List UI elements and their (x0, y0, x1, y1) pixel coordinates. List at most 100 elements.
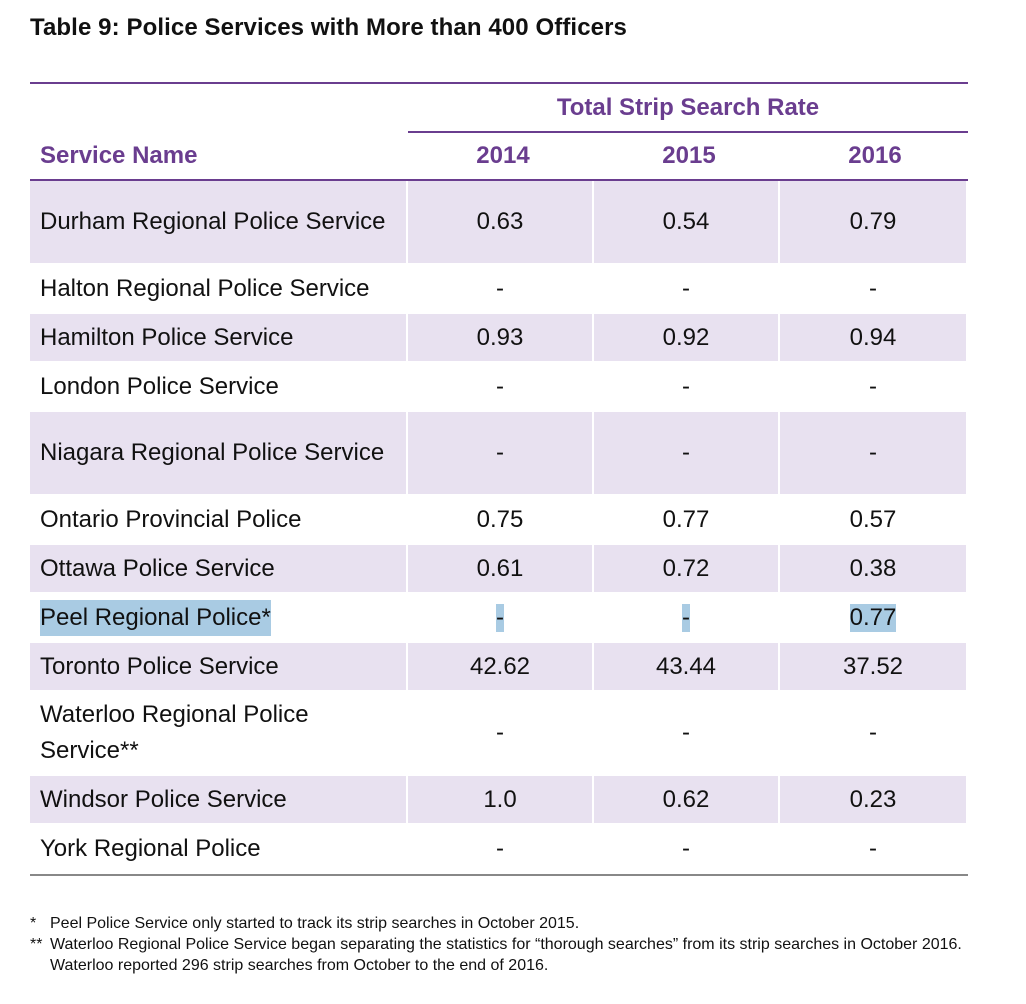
service-name-cell: London Police Service (30, 363, 408, 410)
rate-cell-2016: 0.77 (780, 594, 966, 641)
service-name-cell: Ontario Provincial Police (30, 496, 408, 543)
service-name-cell: Durham Regional Police Service (30, 181, 408, 263)
footnote: ** Waterloo Regional Police Service bega… (30, 934, 980, 976)
footnote: * Peel Police Service only started to tr… (30, 913, 980, 934)
service-name: Waterloo Regional Police Service** (40, 701, 309, 764)
service-name: Windsor Police Service (40, 785, 287, 813)
rate-cell-2016: - (780, 363, 966, 410)
rate-value: - (496, 439, 504, 466)
service-name-cell: Hamilton Police Service (30, 314, 408, 361)
header-year-2015: 2015 (662, 142, 716, 169)
rate-cell-2016: 0.94 (780, 314, 966, 361)
rate-value: 0.63 (476, 208, 524, 235)
rate-cell-2016: 37.52 (780, 643, 966, 690)
rate-value: 43.44 (655, 652, 717, 680)
rate-value: 0.61 (476, 554, 524, 582)
rate-value: - (682, 372, 690, 400)
rate-cell-2015: 0.54 (594, 181, 780, 263)
table-row: Waterloo Regional Police Service** - - - (30, 692, 968, 776)
rate-value: - (682, 834, 690, 862)
table-row: London Police Service - - - (30, 363, 968, 412)
service-name: Halton Regional Police Service (40, 274, 370, 302)
service-name: Peel Regional Police* (40, 599, 271, 636)
service-name: Niagara Regional Police Service (40, 439, 385, 466)
rate-cell-2015: - (594, 363, 780, 410)
table-title: Table 9: Police Services with More than … (30, 14, 627, 41)
rate-value: 0.93 (476, 323, 524, 351)
table-row: Hamilton Police Service 0.93 0.92 0.94 (30, 314, 968, 363)
rate-cell-2016: 0.23 (780, 776, 966, 823)
rate-cell-2015: 0.62 (594, 776, 780, 823)
rate-cell-2014: 0.75 (408, 496, 594, 543)
rate-cell-2015: - (594, 692, 780, 774)
service-name-cell: Halton Regional Police Service (30, 265, 408, 312)
rate-value: 0.92 (662, 323, 710, 351)
rate-cell-2014: - (408, 265, 594, 312)
top-rule (30, 82, 968, 84)
service-name-cell: Ottawa Police Service (30, 545, 408, 592)
service-name-cell: Toronto Police Service (30, 643, 408, 690)
rate-value: 0.38 (849, 554, 897, 582)
rate-cell-2014: - (408, 412, 594, 494)
rate-cell-2016: 0.57 (780, 496, 966, 543)
rate-cell-2016: - (780, 825, 966, 872)
table-row: Halton Regional Police Service - - - (30, 265, 968, 314)
rate-value: - (869, 372, 877, 400)
service-name: Durham Regional Police Service (40, 208, 386, 235)
table-row: Peel Regional Police* - - 0.77 (30, 594, 968, 643)
rate-cell-2015: 43.44 (594, 643, 780, 690)
rate-value: 0.77 (849, 603, 897, 632)
rate-value: - (496, 719, 504, 746)
rate-cell-2014: - (408, 692, 594, 774)
service-name: Hamilton Police Service (40, 323, 294, 351)
header-service-name: Service Name (40, 142, 198, 169)
column-header-row: Service Name 2014 2015 2016 (30, 142, 968, 178)
service-name: Ontario Provincial Police (40, 505, 302, 533)
header-rule (30, 179, 968, 181)
rate-value: 0.54 (662, 208, 710, 235)
rate-cell-2015: 0.92 (594, 314, 780, 361)
rate-value: 0.57 (849, 505, 897, 533)
footnote-mark: ** (30, 936, 43, 953)
rate-value: 0.77 (662, 505, 710, 533)
rate-value: - (869, 719, 877, 746)
rate-cell-2015: 0.72 (594, 545, 780, 592)
rate-value: 37.52 (842, 652, 904, 680)
service-name-cell: Windsor Police Service (30, 776, 408, 823)
rate-value: 0.23 (849, 785, 897, 813)
rate-cell-2015: - (594, 825, 780, 872)
group-rule (408, 131, 968, 133)
footnote-mark: * (30, 915, 37, 932)
rate-cell-2016: 0.79 (780, 181, 966, 263)
rate-value: 0.72 (662, 554, 710, 582)
service-name: London Police Service (40, 372, 279, 400)
rate-cell-2014: 1.0 (408, 776, 594, 823)
rate-value: 0.79 (849, 208, 897, 235)
rate-cell-2016: - (780, 412, 966, 494)
rate-value: - (869, 274, 877, 302)
rate-value: 0.62 (662, 785, 710, 813)
rate-value: 0.94 (849, 323, 897, 351)
rate-cell-2015: - (594, 265, 780, 312)
rate-value: - (869, 834, 877, 862)
rate-value: - (682, 439, 690, 466)
table-row: Durham Regional Police Service 0.63 0.54 0.… (30, 181, 968, 265)
service-name: York Regional Police (40, 834, 261, 862)
rate-cell-2016: - (780, 265, 966, 312)
rate-cell-2015: - (594, 412, 780, 494)
rate-cell-2014: 42.62 (408, 643, 594, 690)
service-name-cell: Waterloo Regional Police Service** (30, 692, 408, 774)
header-year-2016: 2016 (848, 142, 902, 169)
rate-value: 1.0 (483, 785, 517, 813)
rate-value: - (496, 834, 504, 862)
rate-cell-2014: 0.63 (408, 181, 594, 263)
table-row: Ottawa Police Service 0.61 0.72 0.38 (30, 545, 968, 594)
table-row: Toronto Police Service 42.62 43.44 37.52 (30, 643, 968, 692)
service-name: Toronto Police Service (40, 652, 279, 680)
rate-cell-2015: 0.77 (594, 496, 780, 543)
rate-cell-2014: 0.93 (408, 314, 594, 361)
table-row: Ontario Provincial Police 0.75 0.77 0.57 (30, 496, 968, 545)
rate-cell-2014: - (408, 363, 594, 410)
footnote-text: Waterloo Regional Police Service began s… (50, 936, 962, 974)
header-year-2014: 2014 (476, 142, 530, 169)
